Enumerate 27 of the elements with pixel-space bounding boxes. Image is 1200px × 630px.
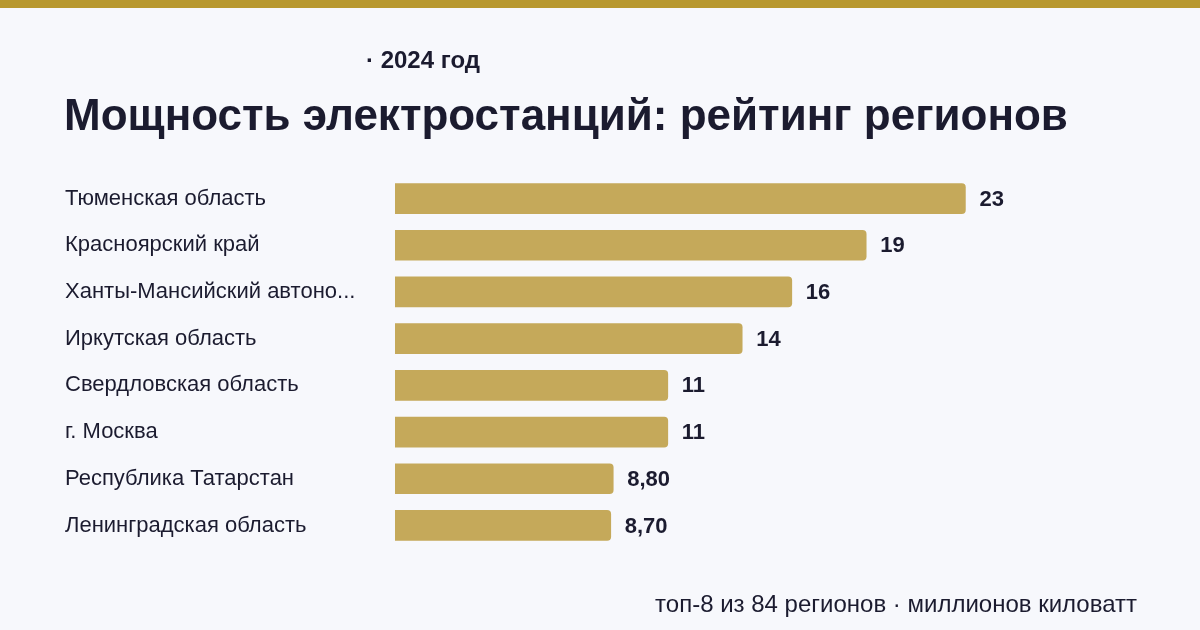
- data-label: 16: [805, 279, 831, 305]
- bar: [395, 463, 614, 495]
- y-tick-label: Ханты-Мансийский автоно...: [65, 278, 356, 304]
- y-tick-label: г. Москва: [65, 418, 159, 444]
- bar: [395, 510, 612, 541]
- data-label: 14: [756, 325, 782, 351]
- text: топ-8 из 84 регионов · миллионов киловатт: [655, 590, 1137, 618]
- data-label: 11: [681, 419, 706, 445]
- bar: [395, 183, 966, 214]
- y-tick-label: Иркутская область: [65, 324, 257, 350]
- bar: [395, 323, 743, 354]
- bar: [395, 416, 669, 448]
- data-label: 8,80: [627, 465, 671, 491]
- y-tick-label: Свердловская область: [65, 371, 299, 397]
- y-tick-label: Ленинградская область: [65, 511, 307, 537]
- bar: [395, 276, 793, 308]
- y-tick-label: Красноярский край: [65, 231, 260, 257]
- chart-title: Мощность электростанций: рейтинг регионов: [64, 90, 1068, 140]
- y-tick-label: Тюменская область: [65, 184, 267, 210]
- data-label: 23: [979, 185, 1004, 211]
- y-tick-label: Республика Татарстан: [65, 464, 295, 490]
- chart-subtitle: · 2024 год: [366, 46, 480, 74]
- bar: [395, 229, 867, 261]
- data-label: 8,70: [624, 512, 668, 538]
- bar: [395, 370, 669, 401]
- data-label: 19: [880, 232, 905, 258]
- data-label: 11: [681, 372, 706, 398]
